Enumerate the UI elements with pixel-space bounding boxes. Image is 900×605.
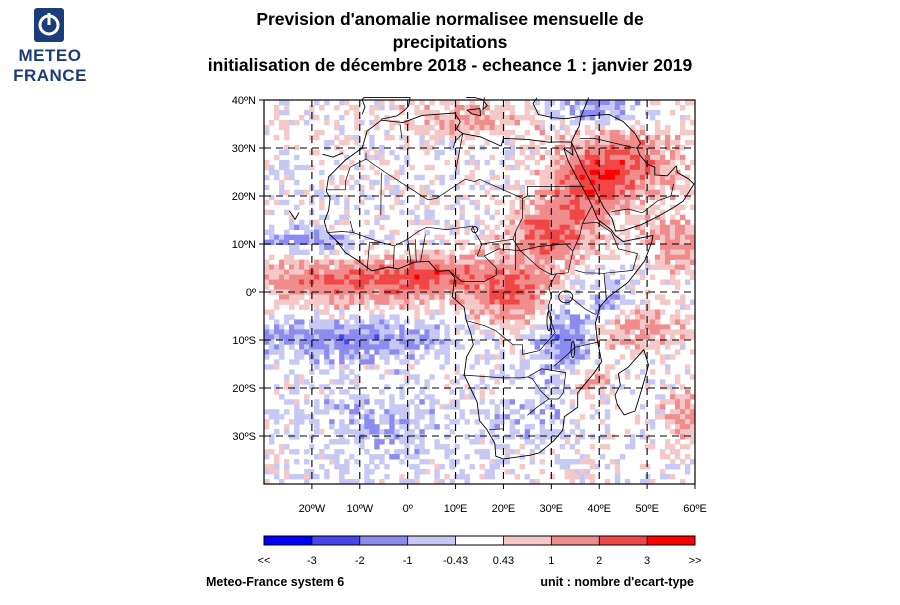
iberia-coastline xyxy=(361,97,411,120)
lat-label: 20ºN xyxy=(232,191,256,203)
colorbar-swatch xyxy=(647,536,696,545)
lon-label: 60ºE xyxy=(683,503,707,515)
anatolia-coastline xyxy=(532,97,590,120)
colorbar-swatch xyxy=(599,536,648,545)
country-border xyxy=(512,239,574,252)
country-border xyxy=(450,255,497,282)
colorbar-swatch xyxy=(503,536,552,545)
title-line-3: initialisation de décembre 2018 - echean… xyxy=(207,55,693,75)
map-title: Prevision d'anomalie normalisee mensuell… xyxy=(150,8,750,77)
unit-label: unit : nombre d'ecart-type xyxy=(540,575,694,589)
country-border xyxy=(580,138,636,149)
meteo-france-logo: METEO FRANCE xyxy=(8,8,92,92)
model-name: Meteo-France system 6 xyxy=(206,575,345,589)
colorbar-swatch xyxy=(311,536,361,545)
logo-emblem-icon xyxy=(34,8,64,42)
lat-label: 10ºN xyxy=(232,239,256,251)
lon-label: 10ºW xyxy=(346,503,373,515)
logo-text-line2: FRANCE xyxy=(13,66,87,85)
lon-label: 20ºE xyxy=(492,503,516,515)
colorbar-swatch xyxy=(407,536,456,545)
country-border xyxy=(399,123,403,139)
arabia-coastline xyxy=(570,113,695,232)
colorbar-label: -1 xyxy=(403,555,413,567)
lon-label: 40ºE xyxy=(587,503,611,515)
country-border xyxy=(603,231,638,274)
country-border xyxy=(569,296,596,315)
lat-label: 30ºN xyxy=(232,143,256,155)
country-border xyxy=(326,152,367,191)
colorbar: << -3 -2 -1 -0.43 0.43 1 2 3 >> xyxy=(258,535,702,567)
country-border xyxy=(380,172,382,216)
colorbar-label: 3 xyxy=(644,555,650,567)
colorbar-label: 2 xyxy=(596,555,602,567)
country-border xyxy=(414,239,417,263)
madagascar-coastline xyxy=(614,349,649,416)
country-border xyxy=(327,220,354,233)
italy-coastline xyxy=(466,97,488,111)
country-border xyxy=(527,398,550,416)
axis-labels: 40ºN 30ºN 20ºN 10ºN 0º 10ºS 20ºS 30ºS 20ºW 10ºW 0º… xyxy=(232,95,707,515)
colorbar-frame xyxy=(263,535,696,546)
title-line-1: Prevision d'anomalie normalisee mensuell… xyxy=(256,9,644,29)
country-border xyxy=(366,242,382,271)
canary-islands xyxy=(322,152,344,158)
country-border xyxy=(575,270,607,301)
country-border xyxy=(611,208,643,214)
country-border xyxy=(365,158,585,201)
africa-coastline xyxy=(323,112,654,460)
lat-label: 30ºS xyxy=(232,431,256,443)
lon-label: 10ºE xyxy=(444,503,468,515)
title-line-2: precipitations xyxy=(392,32,508,52)
lon-label: 50ºE xyxy=(635,503,659,515)
coastlines xyxy=(289,97,695,460)
gridlines xyxy=(264,100,695,484)
country-border xyxy=(582,222,612,233)
colorbar-label: >> xyxy=(689,555,702,567)
cape-verde-islands xyxy=(289,210,300,220)
lat-label: 20ºS xyxy=(232,383,256,395)
colorbar-label: -2 xyxy=(355,555,365,567)
country-border xyxy=(642,183,674,214)
lon-label: 30ºE xyxy=(540,503,564,515)
lake-victoria xyxy=(558,290,574,304)
colorbar-swatch xyxy=(264,536,313,545)
colorbar-swatch xyxy=(455,536,504,545)
colorbar-label: 0.43 xyxy=(493,555,514,567)
axis-ticks xyxy=(259,99,696,489)
lon-label: 20ºW xyxy=(299,503,326,515)
country-border xyxy=(553,341,600,367)
lat-label: 10ºS xyxy=(232,335,256,347)
country-border xyxy=(392,245,395,269)
colorbar-label: << xyxy=(258,555,271,567)
colorbar-swatch xyxy=(359,536,408,545)
colorbar-label: -0.43 xyxy=(443,555,468,567)
country-borders xyxy=(326,123,674,431)
lon-label: 0º xyxy=(403,503,413,515)
country-border xyxy=(335,239,344,247)
country-border xyxy=(462,368,567,400)
lat-label: 0º xyxy=(246,287,256,299)
country-border xyxy=(352,198,523,247)
sicily-coastline xyxy=(466,108,481,117)
country-border xyxy=(407,239,412,264)
colorbar-label: 1 xyxy=(548,555,554,567)
colorbar-label: -3 xyxy=(307,555,317,567)
lat-label: 40ºN xyxy=(232,95,256,107)
logo-text-line1: METEO xyxy=(18,46,82,65)
lake-malawi xyxy=(570,341,576,359)
colorbar-swatch xyxy=(551,536,600,545)
country-border xyxy=(420,234,426,262)
